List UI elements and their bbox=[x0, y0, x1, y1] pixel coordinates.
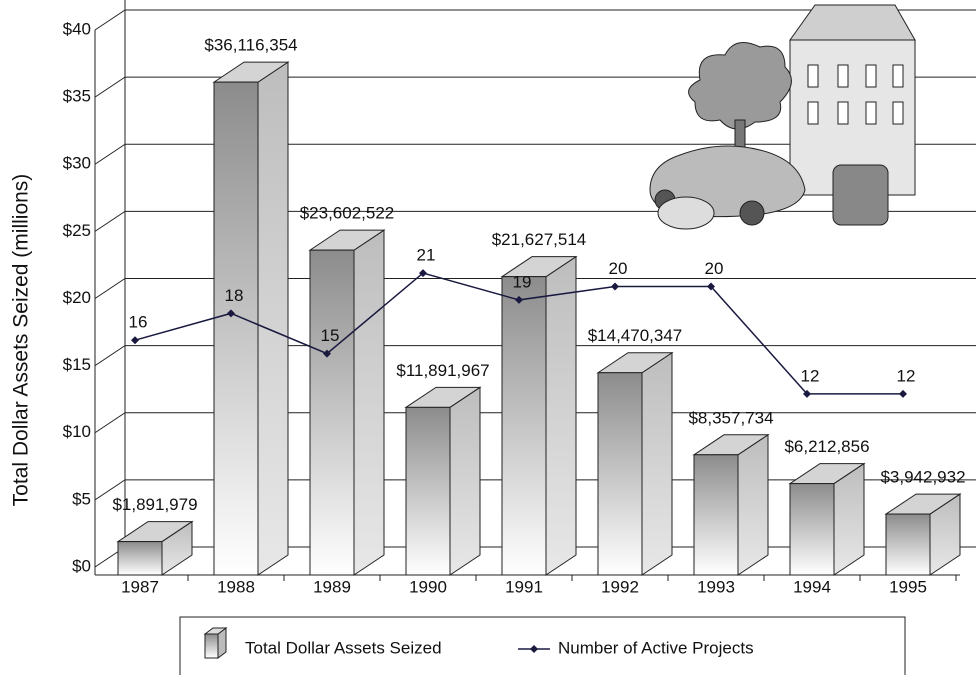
line-value-label: 12 bbox=[801, 366, 820, 385]
x-tick-label: 1987 bbox=[121, 577, 159, 596]
x-tick-label: 1993 bbox=[697, 577, 735, 596]
bar-side bbox=[257, 61, 289, 576]
x-tick-label: 1990 bbox=[409, 577, 447, 596]
line-value-label: 21 bbox=[417, 246, 436, 265]
line-point bbox=[131, 336, 139, 345]
bar-front bbox=[789, 483, 835, 576]
y-tick-label: $5 bbox=[72, 489, 91, 508]
bar bbox=[788, 462, 866, 576]
bar-side bbox=[641, 351, 673, 576]
legend-label: Number of Active Projects bbox=[558, 638, 754, 657]
legend-bar-swatch bbox=[204, 633, 219, 659]
bar-side bbox=[737, 433, 769, 576]
x-tick-label: 1991 bbox=[505, 577, 543, 596]
bar-value-label: $23,602,522 bbox=[300, 204, 395, 223]
y-tick bbox=[94, 479, 126, 501]
legend-point bbox=[530, 645, 538, 653]
bar bbox=[692, 433, 770, 576]
line-point bbox=[227, 309, 235, 318]
bar bbox=[884, 493, 962, 576]
bar bbox=[500, 255, 578, 576]
plot-marks: $1,891,979 $36,116,354 $23,602,522 $11,891,… bbox=[112, 36, 965, 597]
y-tick-label: $40 bbox=[63, 19, 91, 38]
bar bbox=[116, 520, 194, 576]
bar-value-label: $21,627,514 bbox=[492, 230, 587, 249]
y-tick bbox=[94, 345, 126, 367]
bar-side bbox=[545, 255, 577, 576]
illustration bbox=[649, 4, 916, 230]
y-tick-label: $25 bbox=[63, 221, 91, 240]
bar-front bbox=[309, 249, 355, 576]
bar bbox=[212, 61, 290, 576]
bar-front bbox=[597, 372, 643, 576]
y-tick-label: $15 bbox=[63, 355, 91, 374]
legend-label: Total Dollar Assets Seized bbox=[245, 638, 442, 657]
line-value-label: 12 bbox=[897, 366, 916, 385]
y-tick bbox=[94, 278, 126, 299]
line-value-label: 20 bbox=[609, 259, 628, 278]
x-tick-label: 1992 bbox=[601, 577, 639, 596]
y-tick bbox=[94, 210, 126, 232]
bar bbox=[596, 351, 674, 576]
y-axis-label: Total Dollar Assets Seized (millions) bbox=[10, 174, 33, 507]
legend: Total Dollar Assets Seized Number of Acti… bbox=[179, 616, 906, 675]
y-tick-label: $10 bbox=[63, 422, 91, 441]
line-point bbox=[803, 389, 811, 398]
line-point bbox=[899, 389, 907, 398]
bar-front bbox=[213, 81, 259, 576]
line-point bbox=[323, 349, 331, 358]
line-value-label: 20 bbox=[705, 259, 724, 278]
bar-front bbox=[501, 276, 547, 576]
y-tick-label: $30 bbox=[63, 154, 91, 173]
bar-front bbox=[885, 513, 931, 576]
bar-value-label: $11,891,967 bbox=[396, 361, 489, 380]
y-tick bbox=[94, 143, 126, 165]
bar-value-label: $1,891,979 bbox=[112, 495, 197, 514]
bar-value-label: $36,116,354 bbox=[204, 36, 297, 55]
line-point bbox=[707, 282, 715, 291]
bar-front bbox=[405, 406, 451, 576]
y-tick-label: $0 bbox=[72, 556, 91, 575]
legend-box bbox=[179, 616, 906, 675]
bar bbox=[404, 386, 482, 576]
y-tick bbox=[94, 76, 126, 98]
bar-side bbox=[449, 386, 481, 576]
line-point bbox=[419, 269, 427, 278]
line-point bbox=[515, 295, 523, 304]
bar-value-label: $6,212,856 bbox=[784, 437, 869, 456]
y-tick bbox=[94, 9, 126, 31]
line-point bbox=[611, 282, 619, 291]
x-tick-label: 1994 bbox=[793, 577, 831, 596]
line-value-label: 15 bbox=[321, 326, 340, 345]
line-value-label: 18 bbox=[225, 286, 244, 305]
y-tick-label: $20 bbox=[63, 288, 91, 307]
line-value-label: 19 bbox=[513, 272, 532, 291]
bar-value-label: $8,357,734 bbox=[688, 408, 773, 427]
bar-side bbox=[353, 229, 385, 576]
y-tick bbox=[94, 412, 126, 434]
bar-front bbox=[117, 541, 163, 576]
x-tick-label: 1988 bbox=[217, 577, 255, 596]
y-tick-label: $35 bbox=[63, 87, 91, 106]
line-value-label: 16 bbox=[129, 313, 148, 332]
x-tick-label: 1995 bbox=[889, 577, 927, 596]
bar-value-label: $14,470,347 bbox=[588, 326, 683, 345]
x-tick-label: 1989 bbox=[313, 577, 351, 596]
bar-value-label: $3,942,932 bbox=[880, 468, 965, 487]
bar-front bbox=[693, 454, 739, 576]
bar bbox=[308, 229, 386, 576]
